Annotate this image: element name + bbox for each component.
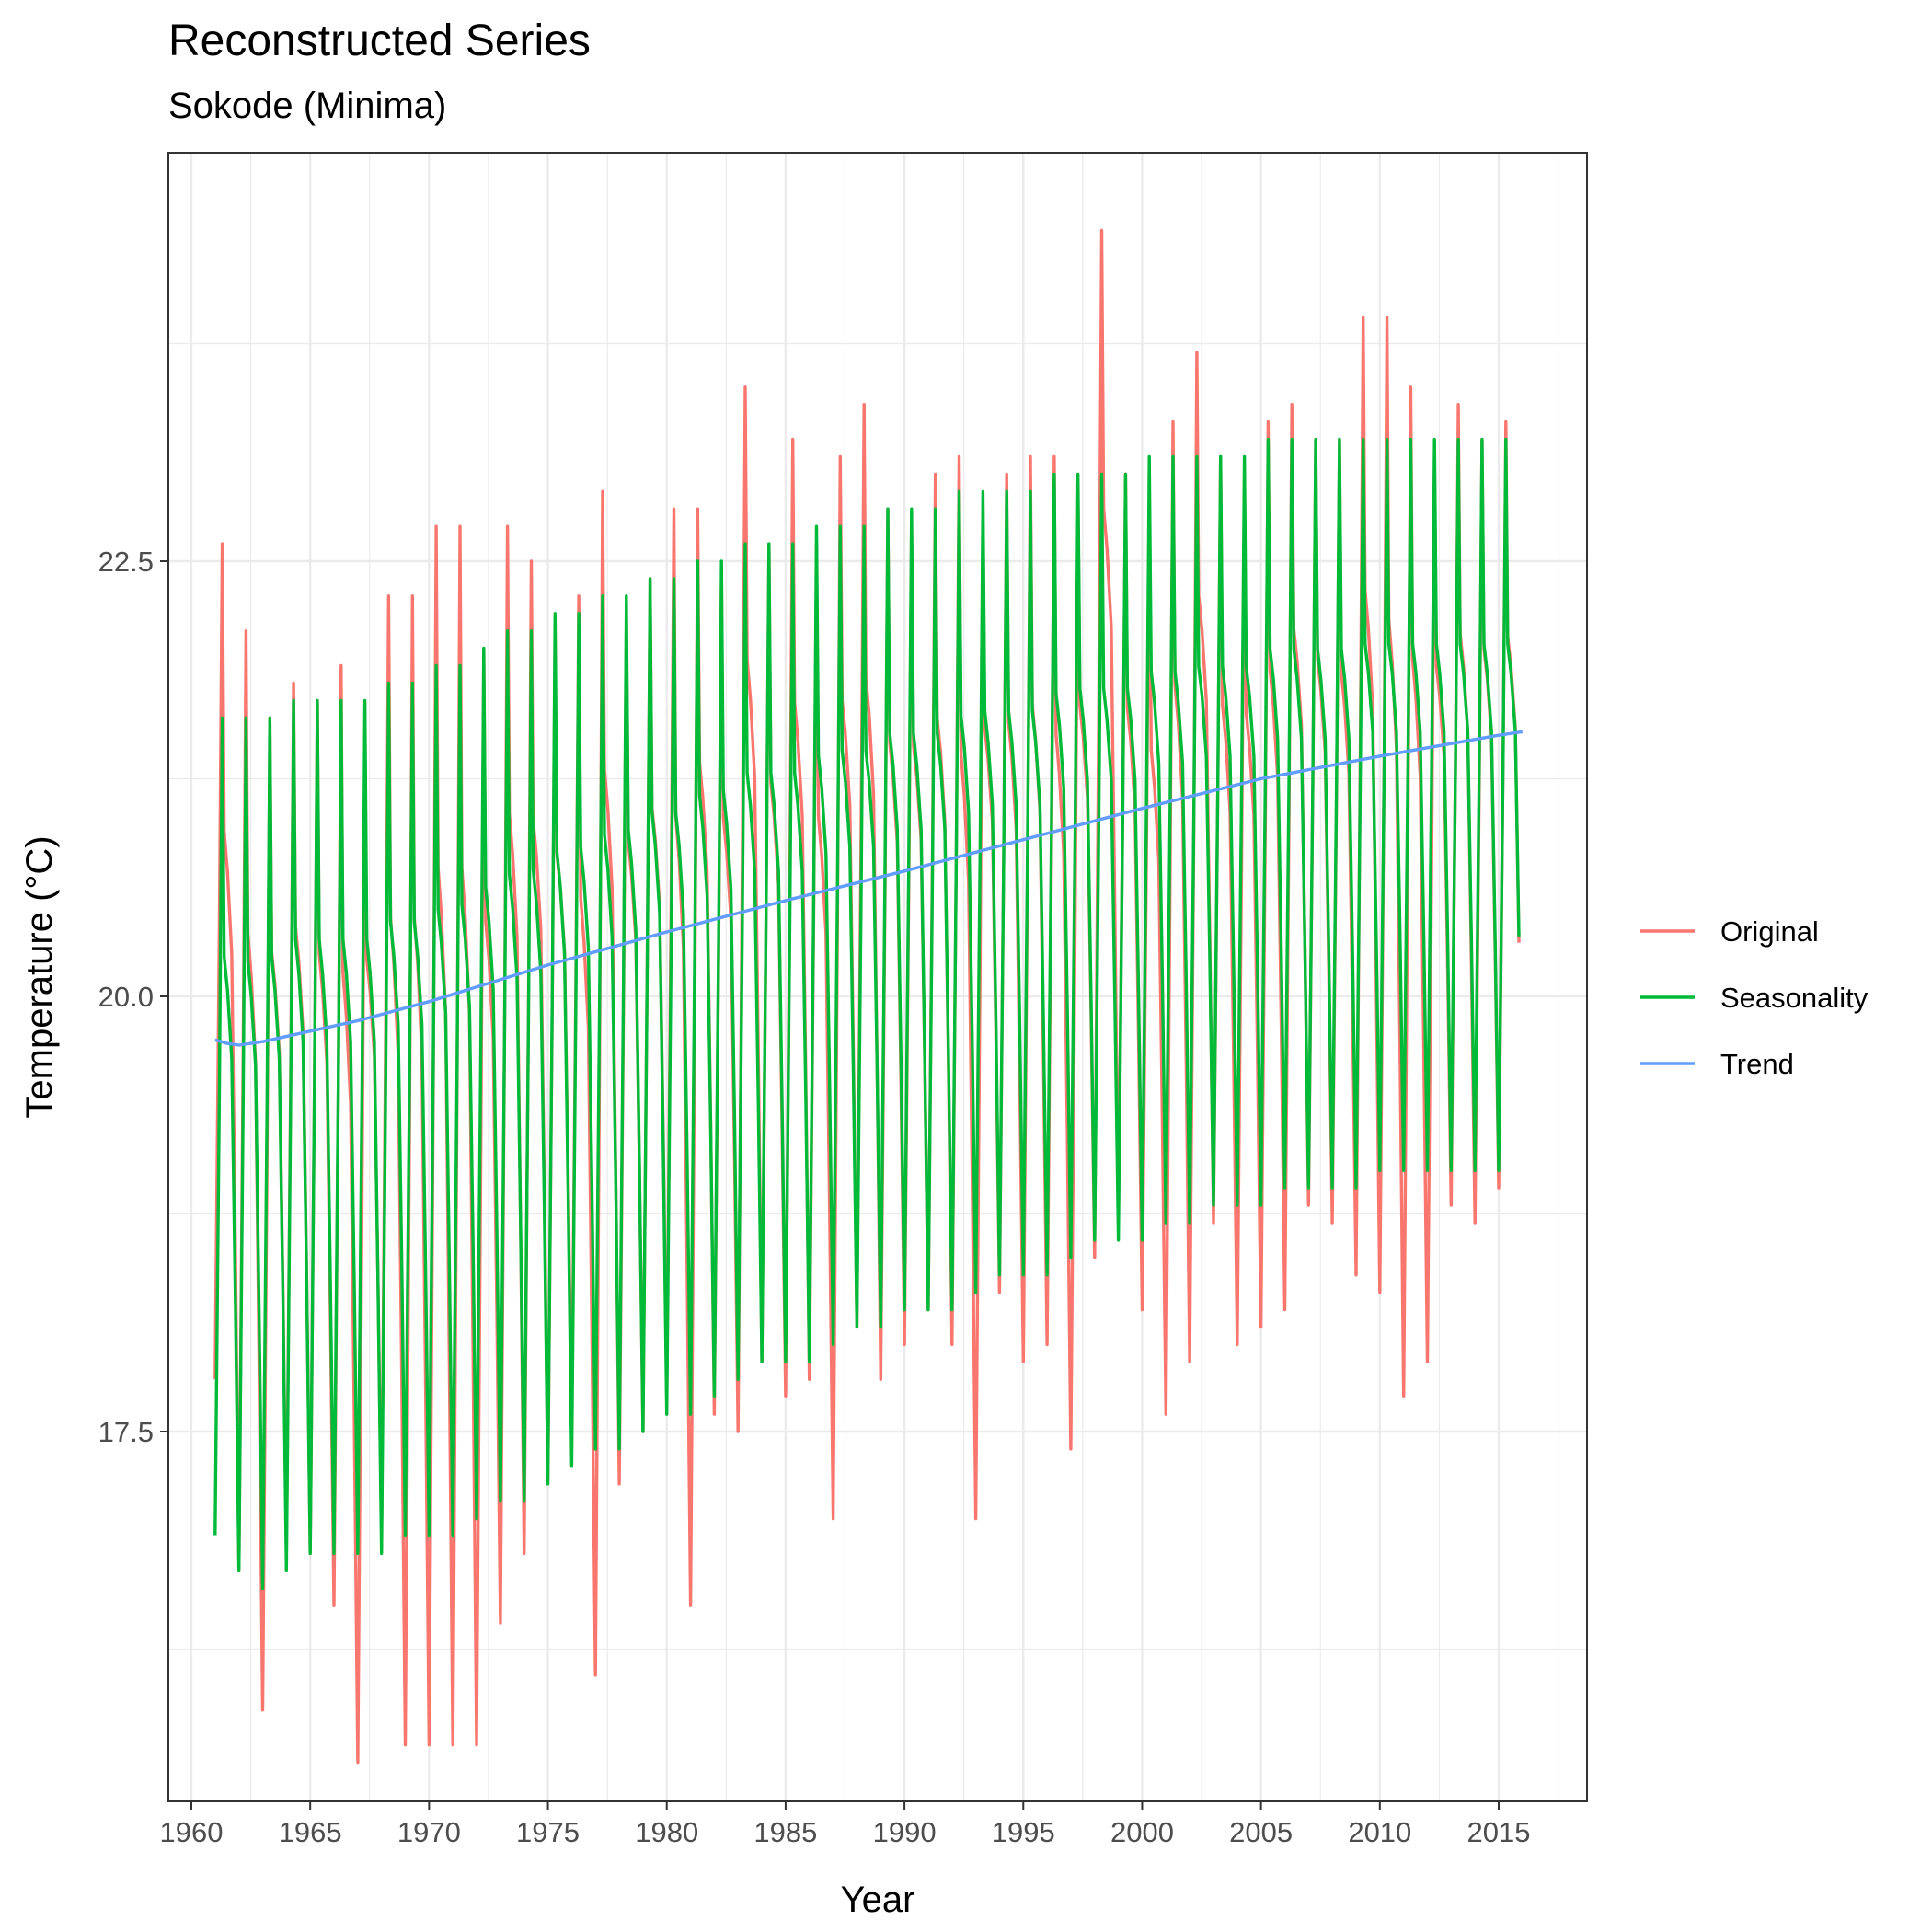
x-tick-label: 2010 [1348,1816,1411,1848]
chart-title: Reconstructed Series [168,17,591,65]
plot-border [167,152,1588,1802]
legend-label-original: Original [1720,915,1819,948]
x-tick-label: 1995 [992,1816,1055,1848]
y-tick-label: 22.5 [98,546,154,578]
x-tick-label: 2005 [1229,1816,1293,1848]
x-tick-label: 1980 [635,1816,698,1848]
legend: Original Seasonality Trend [1640,915,1869,1080]
y-tick-label: 17.5 [98,1416,154,1448]
y-tick-label: 20.0 [98,981,154,1013]
chart-subtitle: Sokode (Minima) [168,86,446,126]
x-tick-label: 1975 [516,1816,580,1848]
x-axis: 1960 1965 1970 1975 1980 1985 1990 1995 2000 2005… [160,1801,1531,1848]
x-tick-label: 1990 [873,1816,937,1848]
legend-label-seasonality: Seasonality [1720,982,1869,1014]
y-axis: 17.5 20.0 22.5 [98,546,168,1448]
series-line-seasonality [213,437,1521,1590]
x-tick-label: 1970 [397,1816,461,1848]
series-layer [213,228,1524,1765]
x-tick-label: 1965 [279,1816,342,1848]
y-axis-title: Temperature (°C) [19,835,60,1118]
series-line-trend [214,730,1524,1047]
x-axis-title: Year [841,1880,915,1920]
legend-label-trend: Trend [1720,1048,1794,1080]
x-tick-label: 2015 [1467,1816,1531,1848]
x-tick-label: 1985 [753,1816,817,1848]
x-tick-label: 2000 [1110,1816,1174,1848]
x-tick-label: 1960 [160,1816,224,1848]
